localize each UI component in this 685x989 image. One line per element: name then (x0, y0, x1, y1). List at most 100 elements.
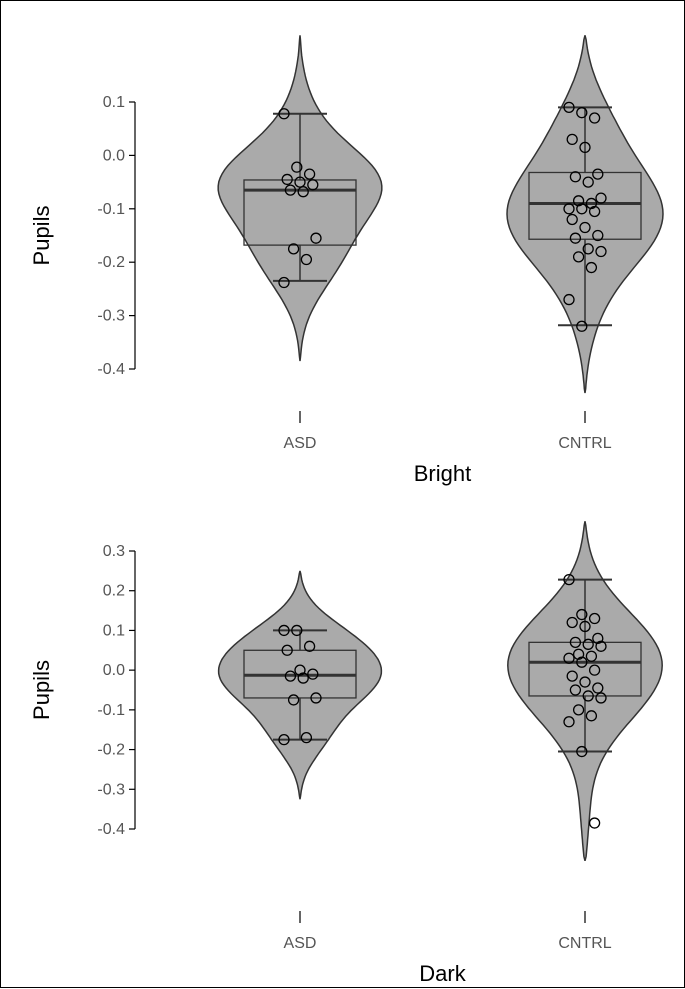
data-point (307, 668, 319, 680)
y-axis-title: Pupils (29, 206, 54, 266)
y-axis-title: Pupils (29, 660, 54, 720)
data-point (582, 243, 594, 255)
data-point (588, 112, 601, 124)
data-point (595, 640, 607, 652)
data-point (592, 682, 604, 694)
data-point (566, 213, 578, 226)
y-tick-label: -0.1 (97, 201, 125, 218)
y-tick-label: -0.3 (97, 308, 125, 325)
data-point (569, 636, 582, 648)
box-iqr (528, 641, 642, 697)
data-point (291, 624, 303, 637)
violin-asd (217, 570, 383, 800)
data-point (582, 638, 594, 650)
data-point (281, 173, 293, 186)
x-axis-title: Dark (419, 961, 466, 986)
data-point (563, 293, 575, 306)
data-point (576, 203, 588, 215)
data-point (582, 690, 594, 702)
data-point (576, 608, 588, 621)
data-point (579, 141, 591, 154)
data-point (566, 133, 578, 146)
data-point (307, 179, 319, 191)
y-tick-label: 0.1 (103, 622, 125, 639)
data-point (563, 716, 575, 728)
data-point (585, 710, 598, 722)
y-tick-label: 0.0 (103, 662, 125, 679)
y-tick-label: 0.0 (103, 147, 125, 164)
chart-panel-bright: 0.1 0.0 -0.1 -0.2 -0.3 -0.4 Pupils ASD CNTRL Brig… (29, 35, 664, 486)
data-point (592, 632, 604, 645)
data-point (278, 733, 290, 746)
data-point (297, 186, 309, 198)
data-point (592, 168, 604, 180)
data-point (595, 692, 607, 704)
data-point (284, 184, 297, 196)
data-point (300, 253, 313, 266)
violin-asd (217, 35, 383, 362)
data-point (569, 232, 582, 244)
data-point (579, 676, 591, 688)
data-point (284, 670, 297, 682)
y-tick-label: 0.3 (103, 543, 125, 560)
data-point (588, 205, 601, 218)
violin-cntrl (506, 35, 664, 394)
data-point (585, 650, 598, 662)
data-point (297, 672, 309, 684)
data-point (576, 107, 588, 119)
y-tick-label: -0.4 (97, 821, 125, 838)
data-point (582, 176, 594, 188)
x-tick-label: CNTRL (558, 435, 611, 452)
data-point (572, 648, 585, 660)
data-point (588, 817, 601, 829)
data-point (278, 108, 290, 120)
box-iqr (243, 179, 357, 246)
data-point (563, 101, 575, 113)
y-tick-label: -0.2 (97, 254, 125, 271)
data-point (595, 245, 607, 258)
data-point (278, 276, 290, 289)
data-point (287, 694, 300, 706)
data-point (572, 704, 585, 716)
data-point (310, 692, 322, 704)
data-point (563, 203, 575, 215)
data-point (569, 684, 582, 696)
data-point (563, 652, 575, 664)
data-point (300, 732, 313, 744)
x-axis-title: Bright (414, 461, 471, 486)
y-tick-label: -0.4 (97, 361, 125, 378)
data-point (592, 229, 604, 242)
data-point (291, 161, 303, 173)
data-point (294, 664, 306, 676)
chart-panel-dark: 0.3 0.2 0.1 0.0 -0.1 -0.2 -0.3 -0.4 Pupils ASD CNT… (29, 521, 663, 986)
y-tick-label: 0.2 (103, 583, 125, 600)
data-point (576, 656, 588, 668)
data-point (563, 573, 575, 586)
data-point (585, 261, 598, 274)
y-tick-label: 0.1 (103, 94, 125, 111)
data-point (278, 624, 290, 637)
data-point (287, 243, 300, 255)
data-point (576, 320, 588, 332)
data-point (595, 192, 607, 204)
x-tick-label: CNTRL (558, 935, 611, 952)
data-point (579, 221, 591, 234)
data-point (566, 670, 578, 682)
data-point (310, 232, 322, 244)
data-point (569, 171, 582, 183)
box-iqr (528, 171, 642, 240)
data-point (579, 620, 591, 633)
y-tick-label: -0.1 (97, 702, 125, 719)
data-point (588, 664, 601, 676)
data-point (588, 612, 601, 625)
data-point (572, 251, 585, 263)
data-point (576, 745, 588, 758)
data-point (566, 616, 578, 629)
violin-cntrl (507, 521, 663, 861)
data-point (281, 644, 293, 656)
x-tick-label: ASD (284, 435, 317, 452)
y-tick-label: -0.3 (97, 781, 125, 798)
x-tick-label: ASD (284, 935, 317, 952)
